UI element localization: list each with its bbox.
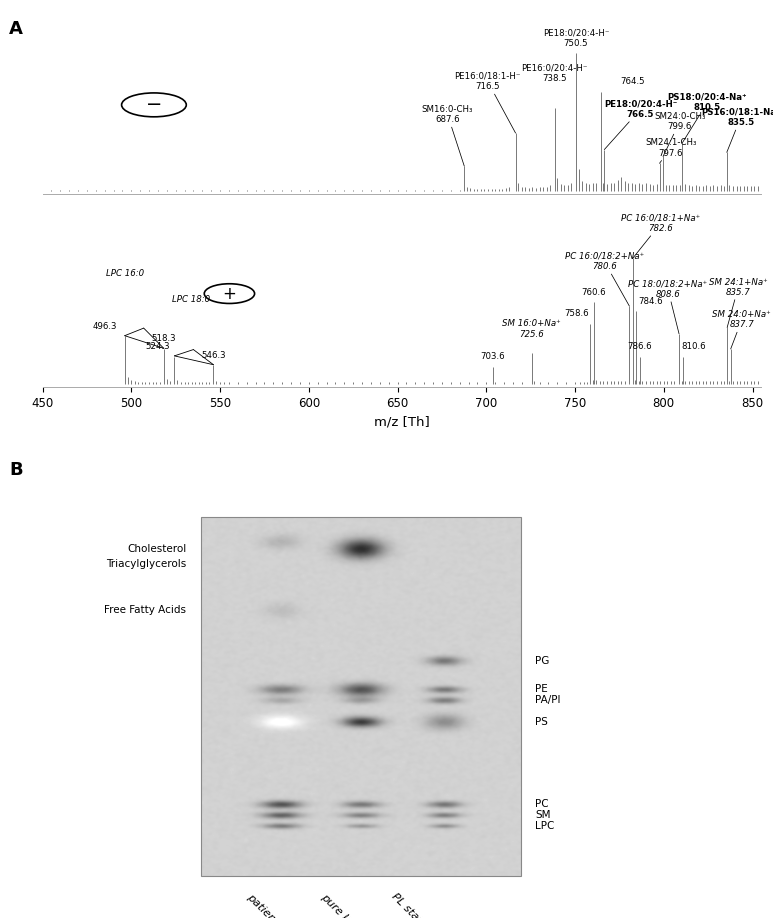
Text: 524.3: 524.3 [145, 341, 170, 351]
Text: 764.5: 764.5 [620, 77, 645, 86]
Text: PS: PS [535, 717, 548, 726]
Text: patient: patient [246, 891, 281, 918]
Text: +: + [223, 285, 237, 303]
Text: 760.6: 760.6 [581, 287, 606, 297]
Text: 496.3: 496.3 [93, 322, 117, 330]
Text: 758.6: 758.6 [564, 309, 589, 319]
Text: PE18:0/20:4-H⁻
750.5: PE18:0/20:4-H⁻ 750.5 [543, 28, 609, 48]
Text: pure LPE: pure LPE [318, 891, 361, 918]
Text: PS16:0/18:1-Na⁺
835.5: PS16:0/18:1-Na⁺ 835.5 [701, 108, 773, 152]
Text: PC 16:0/18:1+Na⁺
782.6: PC 16:0/18:1+Na⁺ 782.6 [621, 214, 700, 258]
Text: Free Fatty Acids: Free Fatty Acids [104, 605, 186, 615]
Text: 546.3: 546.3 [201, 351, 226, 360]
Text: PC 18:0/18:2+Na⁺
808.6: PC 18:0/18:2+Na⁺ 808.6 [628, 280, 707, 334]
X-axis label: m/z [Th]: m/z [Th] [374, 415, 430, 428]
Text: Triacylglycerols: Triacylglycerols [106, 559, 186, 569]
Text: B: B [9, 461, 23, 479]
Text: PS18:0/20:4-Na⁺
810.5: PS18:0/20:4-Na⁺ 810.5 [668, 93, 747, 142]
Text: SM 24:1+Na⁺
835.7: SM 24:1+Na⁺ 835.7 [709, 277, 768, 328]
Text: −: − [146, 95, 162, 115]
Text: PC 16:0/18:2+Na⁺
780.6: PC 16:0/18:2+Na⁺ 780.6 [565, 252, 644, 306]
Text: LPC 16:0: LPC 16:0 [106, 269, 144, 278]
Text: PL standard: PL standard [390, 891, 444, 918]
Text: LPC: LPC [535, 821, 554, 831]
Text: Cholesterol: Cholesterol [127, 544, 186, 554]
Text: 784.6: 784.6 [638, 297, 662, 306]
Text: PE16:0/18:1-H⁻
716.5: PE16:0/18:1-H⁻ 716.5 [455, 72, 521, 133]
Text: PA/PI: PA/PI [535, 695, 560, 705]
Text: 810.6: 810.6 [681, 341, 706, 351]
Text: PE16:0/20:4-H⁻
738.5: PE16:0/20:4-H⁻ 738.5 [522, 64, 587, 84]
Text: PC: PC [535, 799, 549, 809]
Text: SM: SM [535, 810, 550, 820]
Text: PE18:0/20:4-H⁻
766.5: PE18:0/20:4-H⁻ 766.5 [604, 100, 677, 150]
Text: PG: PG [535, 655, 550, 666]
Text: A: A [9, 20, 23, 39]
Text: PE: PE [535, 684, 548, 694]
Text: 703.6: 703.6 [480, 352, 505, 361]
Text: SM24:0-CH₃
799.6: SM24:0-CH₃ 799.6 [654, 112, 706, 156]
Text: 786.6: 786.6 [628, 341, 652, 351]
Text: SM16:0-CH₃
687.6: SM16:0-CH₃ 687.6 [422, 105, 473, 166]
Text: SM 24:0+Na⁺
837.7: SM 24:0+Na⁺ 837.7 [713, 310, 771, 349]
Bar [201, 517, 520, 876]
Text: 518.3: 518.3 [152, 334, 176, 343]
Text: SM 16:0+Na⁺
725.6: SM 16:0+Na⁺ 725.6 [502, 319, 561, 339]
Text: LPC 18:0: LPC 18:0 [172, 295, 210, 304]
Text: SM24:1-CH₃
797.6: SM24:1-CH₃ 797.6 [645, 139, 696, 163]
